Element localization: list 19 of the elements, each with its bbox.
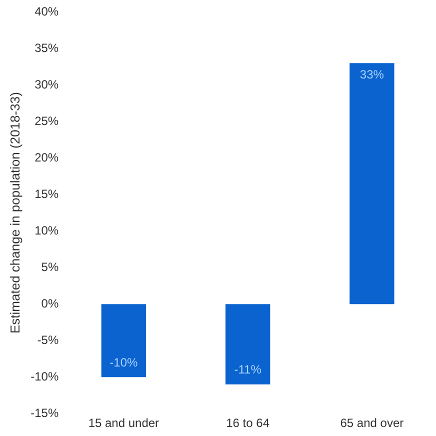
y-tick-label: 20% — [34, 150, 59, 164]
y-tick-label: -15% — [30, 406, 59, 420]
y-tick-label: 15% — [34, 186, 59, 201]
y-tick-label: 25% — [34, 114, 59, 128]
data-label: 33% — [360, 67, 384, 82]
y-tick-label: -5% — [37, 332, 59, 347]
y-axis-title: Estimated change in population (2018-33) — [7, 92, 22, 334]
y-tick-label: 5% — [41, 260, 59, 274]
y-tick-label: 40% — [34, 4, 59, 18]
data-label: -10% — [110, 355, 138, 370]
y-tick-label: 30% — [34, 77, 59, 92]
data-label: -11% — [234, 362, 262, 377]
y-tick-label: 0% — [41, 296, 59, 310]
y-tick-label: 35% — [34, 40, 59, 55]
x-tick-label: 65 and over — [340, 416, 404, 430]
x-tick-label: 15 and under — [88, 416, 160, 430]
y-tick-label: -10% — [30, 369, 59, 384]
x-tick-label: 16 to 64 — [226, 416, 270, 430]
y-tick-label: 10% — [34, 223, 59, 238]
